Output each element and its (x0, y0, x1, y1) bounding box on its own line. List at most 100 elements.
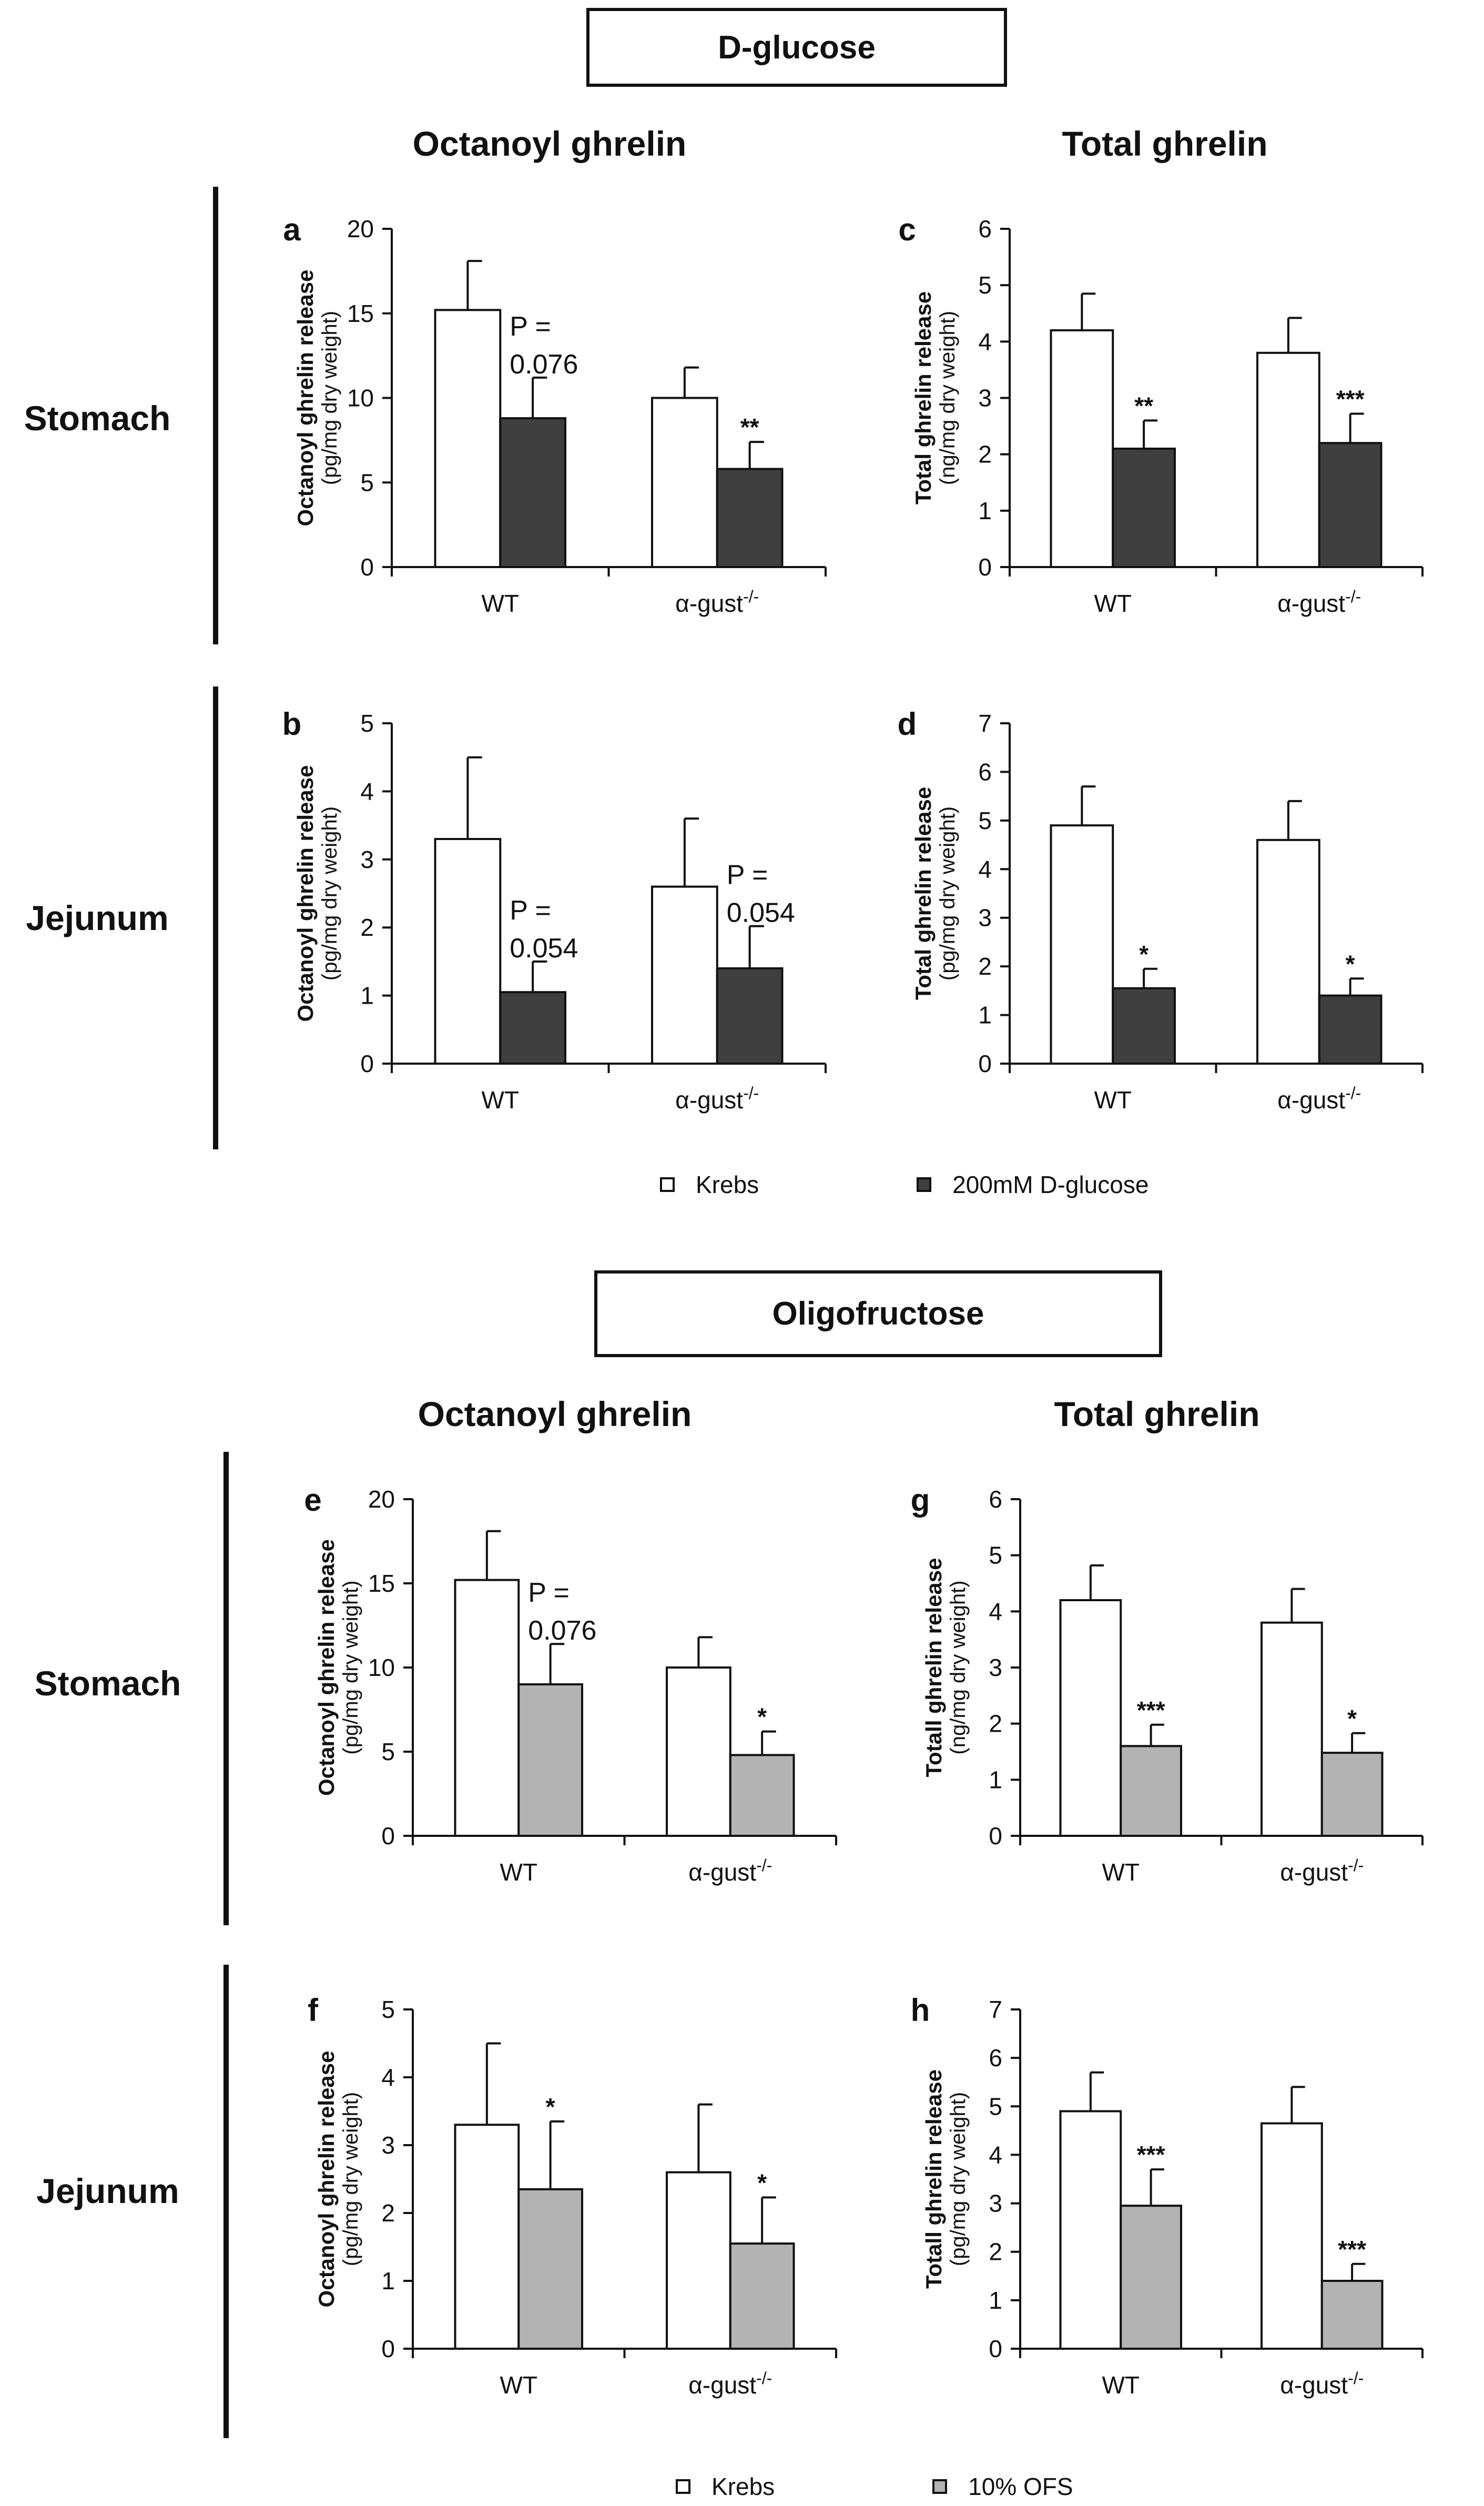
bar-treatment (1120, 2205, 1182, 2350)
x-tick-label: WT (1102, 2371, 1140, 2399)
y-tick-label: 3 (989, 2190, 1002, 2217)
panel-letter: a (283, 212, 301, 247)
divider-stomach-2 (223, 1452, 229, 1925)
y-tick-label: 20 (368, 1486, 395, 1513)
bar-treatment (729, 1754, 795, 1837)
y-axis-subtitle: (pg/mg dry weight) (339, 1580, 362, 1754)
y-tick-label: 4 (978, 855, 992, 883)
y-tick-label: 0 (381, 1822, 395, 1850)
y-tick-label: 2 (360, 914, 374, 941)
y-tick-label: 3 (978, 385, 992, 412)
bar-treatment (499, 991, 566, 1065)
bar-krebs (651, 885, 718, 1065)
y-tick-label: 2 (381, 2199, 395, 2227)
panel-letter: e (304, 1482, 321, 1518)
legend-label-krebs: Krebs (696, 1171, 759, 1198)
divider-stomach-1 (213, 187, 218, 644)
y-tick-label: 5 (978, 271, 992, 299)
y-axis-title: Octanoyl ghrelin release (293, 765, 318, 1022)
chart-panel-h: h 0 1 2 3 4 5 6 7 Totall ghrelin release (pg/mg dr… (911, 1993, 1424, 2399)
bar-krebs (1256, 838, 1320, 1065)
bar-krebs (434, 309, 502, 568)
y-tick-label: 5 (989, 1542, 1002, 1569)
y-axis-subtitle: (ng/mg dry weight) (947, 1580, 970, 1754)
y-tick-label: 4 (381, 2064, 395, 2091)
y-tick-label: 20 (347, 215, 374, 242)
y-axis-title: Totall ghrelin release (921, 2069, 946, 2289)
legend-dglucose: Krebs 200mM D-glucose (660, 1170, 1306, 1199)
y-tick-label: 4 (978, 328, 992, 355)
x-tick-label: WT (1094, 1086, 1132, 1114)
p-value-label: 0.054 (727, 898, 795, 928)
y-axis-subtitle: (ng/mg dry weight) (936, 311, 959, 485)
p-value-label: 0.054 (510, 933, 578, 964)
y-tick-label: 6 (989, 2044, 1002, 2072)
significance-label: *** (1137, 2141, 1165, 2168)
y-tick-label: 3 (381, 2131, 395, 2159)
y-tick-label: 3 (989, 1654, 1002, 1681)
bar-krebs (454, 2124, 520, 2350)
chart-panel-f: f 0 1 2 3 4 5 Octanoyl ghrelin release (pg/mg dr… (308, 1993, 837, 2399)
y-tick-label: 5 (360, 710, 374, 737)
y-axis-subtitle: (pg/mg dry weight) (318, 806, 341, 981)
legend-ofs: Krebs 10% OFS (676, 2472, 1231, 2501)
col-title-octanoyl-2: Octanoyl ghrelin (418, 1395, 692, 1433)
significance-label: *** (1338, 2236, 1366, 2263)
y-axis-title: Total ghrelin release (911, 291, 936, 504)
divider-jejunum-2 (223, 1965, 229, 2438)
panel-letter: c (898, 212, 916, 247)
legend-swatch-dglucose (917, 1177, 932, 1192)
x-tick-label: α-gust-/- (1280, 1856, 1364, 1886)
bar-treatment (716, 468, 784, 569)
significance-label: *** (1137, 1696, 1165, 1724)
y-tick-label: 0 (978, 553, 992, 581)
bar-krebs (666, 2171, 731, 2350)
x-tick-label: α-gust-/- (675, 1084, 759, 1114)
chart-panel-d: d 0 1 2 3 4 5 6 7 Total ghrelin release (pg/mg dry… (898, 706, 1424, 1114)
x-tick-label: WT (500, 1858, 537, 1886)
bar-treatment (1318, 994, 1383, 1065)
chart-panel-c: c 0 1 2 3 4 5 6 Total ghrelin release (ng/mg dry … (898, 212, 1424, 617)
y-tick-label: 1 (978, 1002, 992, 1029)
x-tick-label: α-gust-/- (1277, 587, 1361, 617)
panel-letter: d (898, 706, 917, 742)
y-axis-title: Octanoyl ghrelin release (314, 2051, 339, 2308)
divider-jejunum-1 (213, 686, 218, 1149)
x-tick-label: WT (500, 2371, 537, 2399)
p-value-label: P = (510, 311, 551, 342)
x-tick-label: α-gust-/- (688, 2369, 772, 2399)
col-title-octanoyl-1: Octanoyl ghrelin (412, 124, 687, 163)
y-axis-subtitle: (pg/mg dry weight) (936, 806, 959, 981)
p-value-label: P = (727, 860, 768, 891)
panel-letter: b (282, 706, 302, 742)
y-tick-label: 4 (360, 777, 374, 805)
x-tick-label: α-gust-/- (1277, 1084, 1361, 1114)
y-tick-label: 1 (989, 1766, 1002, 1793)
y-tick-label: 1 (978, 497, 992, 524)
y-tick-label: 5 (360, 469, 374, 496)
bar-krebs (1261, 2122, 1323, 2350)
y-tick-label: 1 (989, 2287, 1002, 2314)
x-tick-label: α-gust-/- (675, 587, 759, 617)
y-tick-label: 0 (989, 2335, 1002, 2362)
significance-label: * (757, 1703, 767, 1731)
bar-treatment (1112, 447, 1176, 569)
y-tick-label: 3 (978, 904, 992, 932)
legend-entry-krebs-2: Krebs (676, 2472, 775, 2501)
y-axis-title: Totall ghrelin release (921, 1558, 946, 1777)
y-tick-label: 0 (381, 2335, 395, 2362)
significance-label: ** (1134, 392, 1153, 419)
x-tick-label: α-gust-/- (1280, 2369, 1364, 2399)
legend-swatch-ofs (932, 2479, 948, 2494)
p-value-label: P = (528, 1578, 570, 1608)
bar-krebs (1050, 329, 1114, 569)
y-tick-label: 2 (989, 1710, 1002, 1737)
y-axis-title: Total ghrelin release (911, 787, 936, 1000)
bar-krebs (1050, 824, 1114, 1065)
bar-krebs (434, 837, 502, 1065)
row-label-stomach-1: Stomach (24, 399, 171, 438)
y-tick-label: 7 (989, 1996, 1002, 2023)
chart-panel-g: g 0 1 2 3 4 5 6 Totall ghrelin release (ng/mg dry… (911, 1482, 1424, 1886)
bar-krebs (1256, 351, 1320, 568)
